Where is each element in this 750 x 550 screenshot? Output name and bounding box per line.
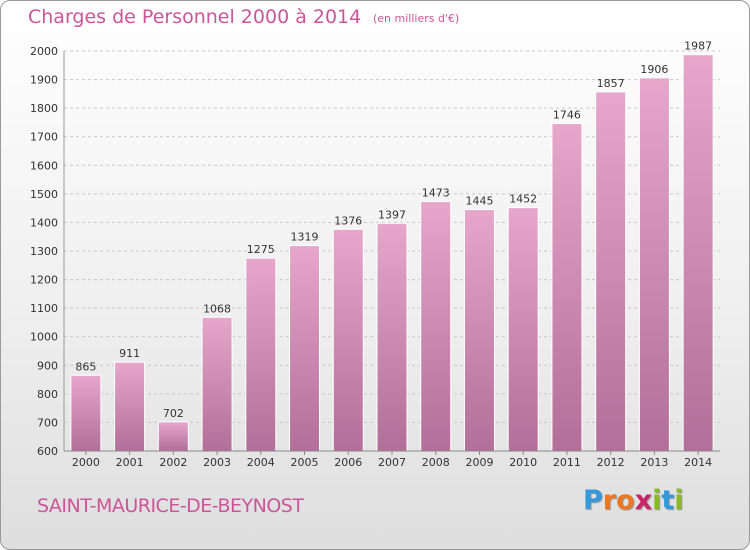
y-axis: 600 700 800 900 1000 1100 1200 1300 1400 1500 1600… [30, 45, 65, 458]
bar-2000 [70, 374, 102, 452]
data-label: 1987 [684, 40, 712, 53]
x-tick-label: 2011 [553, 456, 581, 469]
x-tick-label: 2005 [291, 456, 319, 469]
x-tick-label: 2000 [72, 456, 100, 469]
data-label: 1319 [291, 231, 319, 244]
bar-2003 [201, 316, 233, 452]
data-label: 1746 [553, 109, 581, 122]
data-label: 1068 [203, 302, 231, 315]
bar-2012 [595, 91, 627, 452]
bar-2010 [507, 207, 539, 452]
data-label: 1452 [509, 193, 537, 206]
bars-layer [70, 54, 714, 452]
y-tick-label: 1200 [30, 274, 58, 287]
y-tick-label: 1400 [30, 216, 58, 229]
y-tick-label: 800 [37, 388, 58, 401]
data-label: 1906 [640, 63, 668, 76]
y-tick-label: 1000 [30, 331, 58, 344]
y-tick-label: 600 [37, 445, 58, 458]
logo-letter: t [661, 485, 675, 516]
y-tick-label: 1700 [30, 131, 58, 144]
x-tick-label: 2010 [509, 456, 537, 469]
logo-letter: r [602, 485, 617, 516]
y-tick-label: 2000 [30, 45, 58, 58]
x-tick-label: 2007 [378, 456, 406, 469]
data-label: 1445 [465, 195, 493, 208]
bar-2014 [682, 54, 714, 452]
logo-letter: i [674, 485, 684, 516]
bar-2004 [245, 257, 277, 452]
x-tick-label: 2001 [116, 456, 144, 469]
y-tick-label: 1600 [30, 159, 58, 172]
x-tick-label: 2004 [247, 456, 275, 469]
bar-2002 [157, 421, 189, 452]
data-labels-layer: 865 911 702 1068 1275 1319 1376 1397 1473 1445 145… [75, 40, 712, 420]
x-tick-label: 2009 [465, 456, 493, 469]
data-label: 865 [75, 360, 96, 373]
chart-unit-label: (en milliers d'€) [373, 12, 460, 25]
bar-2007 [376, 222, 408, 452]
x-tick-label: 2008 [422, 456, 450, 469]
y-tick-label: 1300 [30, 245, 58, 258]
data-label: 1275 [247, 243, 275, 256]
y-tick-label: 1100 [30, 302, 58, 315]
logo-letter: i [652, 485, 662, 516]
bar-2001 [114, 361, 146, 452]
bar-2006 [332, 228, 364, 452]
y-tick-label: 900 [37, 359, 58, 372]
bar-2013 [638, 77, 670, 452]
x-tick-label: 2002 [159, 456, 187, 469]
x-tick-label: 2003 [203, 456, 231, 469]
data-label: 1857 [597, 77, 625, 90]
x-tick-label: 2006 [334, 456, 362, 469]
x-axis: 2000 2001 2002 2003 2004 2005 2006 2007 2008 2009… [64, 450, 720, 469]
data-label: 911 [119, 347, 140, 360]
bar-2009 [463, 209, 495, 452]
chart-title: Charges de Personnel 2000 à 2014 [28, 6, 362, 28]
x-tick-label: 2014 [684, 456, 712, 469]
x-tick-label: 2013 [640, 456, 668, 469]
bar-2011 [551, 123, 583, 452]
data-label: 1473 [422, 187, 450, 200]
x-tick-label: 2012 [597, 456, 625, 469]
data-label: 1397 [378, 208, 406, 221]
data-label: 702 [163, 407, 184, 420]
bar-2008 [420, 201, 452, 452]
bar-2005 [289, 245, 321, 452]
data-label: 1376 [334, 214, 362, 227]
y-tick-label: 1800 [30, 102, 58, 115]
logo-letter: P [583, 485, 603, 516]
logo-letter: x [634, 485, 653, 516]
commune-name: SAINT-MAURICE-DE-BEYNOST [37, 495, 304, 517]
y-tick-label: 1900 [30, 74, 58, 87]
proxiti-logo: Proxiti [583, 485, 684, 516]
logo-letter: o [616, 485, 635, 516]
y-tick-label: 700 [37, 416, 58, 429]
y-tick-label: 1500 [30, 188, 58, 201]
